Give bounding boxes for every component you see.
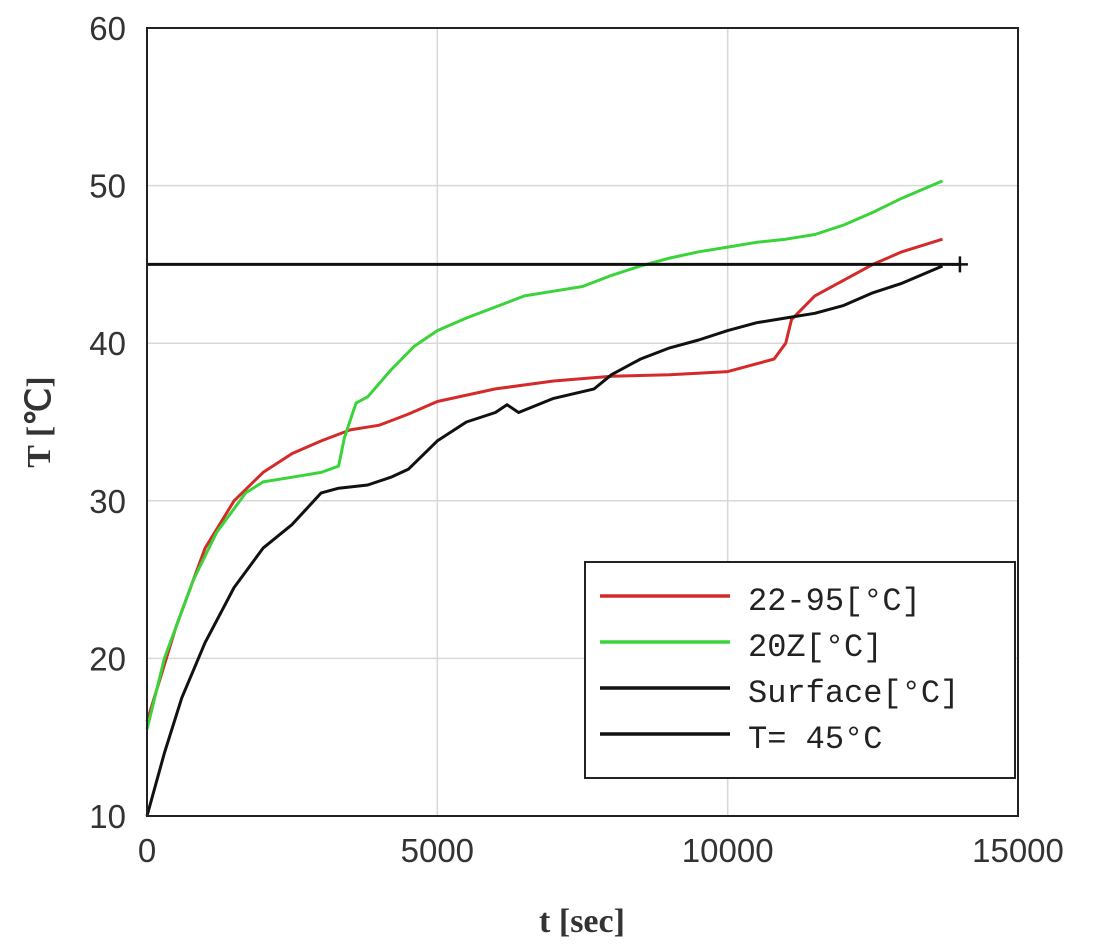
- y-tick-label: 40: [89, 325, 126, 362]
- plot-frame: [146, 27, 1019, 817]
- y-tick-label: 60: [89, 10, 126, 47]
- x-tick-label: 0: [138, 832, 156, 869]
- y-tick-label: 20: [89, 640, 126, 677]
- y-tick-label: 10: [89, 798, 126, 835]
- series-line-1: [145, 179, 944, 730]
- series-line-2: [145, 264, 944, 817]
- y-tick-label: 50: [89, 168, 126, 205]
- x-tick-label: 15000: [972, 832, 1064, 869]
- legend-label: 20Z[°C]: [748, 629, 882, 666]
- series-lines: [145, 179, 968, 817]
- tick-labels: 0 5000 10000 15000 10 20 30 40 50 60: [89, 10, 1064, 869]
- y-axis-label: T [℃]: [21, 376, 58, 467]
- legend-label: T= 45°C: [748, 721, 882, 758]
- x-tick-label: 5000: [401, 832, 474, 869]
- series-line-0: [145, 237, 943, 722]
- legend: 22-95[°C] 20Z[°C] Surface[°C] T= 45°C: [584, 561, 1016, 779]
- x-axis-label: t [sec]: [539, 903, 625, 940]
- legend-label: 22-95[°C]: [748, 583, 921, 620]
- x-tick-label: 10000: [682, 832, 774, 869]
- legend-label: Surface[°C]: [748, 675, 959, 712]
- y-tick-label: 30: [89, 483, 126, 520]
- legend-box: [584, 561, 1016, 779]
- line-end-marker: [951, 256, 968, 273]
